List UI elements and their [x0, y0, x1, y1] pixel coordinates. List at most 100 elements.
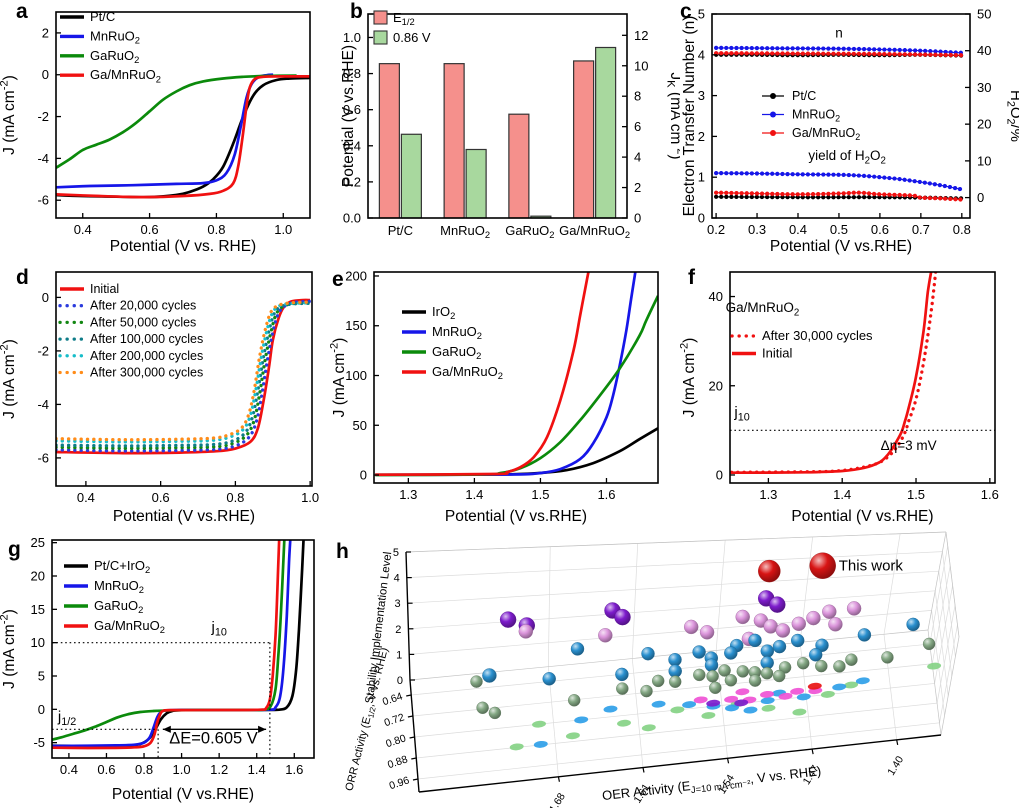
legend-label: 0.86 V: [393, 30, 431, 45]
panel-c: c 0.2 0.3 0.4 0.5 0.6 0.7 0.8 0 1 2 3 4 5 0 10 20 30 40 50…: [680, 0, 1019, 260]
legend-label: Initial: [762, 346, 792, 361]
axes: 0.4 0.6 0.8 1.0 2 0 -2 -4 -6 Potential (V vs. RHE…: [0, 11, 311, 255]
flat-marker: [927, 662, 942, 670]
legend-label: Ga/MnRuO2: [90, 67, 161, 84]
z-tick: 0: [397, 675, 403, 687]
label: 1.0: [343, 30, 361, 45]
x-axis-label: Potential (V vs.RHE): [112, 786, 254, 803]
panel-a-chart: 0.4 0.6 0.8 1.0 2 0 -2 -4 -6 Potential (V vs. RHE…: [0, 9, 311, 255]
sphere-marker: [772, 639, 787, 654]
axes: 0.20.30.40.50.60.70.801234501020304050H2…: [681, 7, 1019, 256]
y-tick: 25: [31, 535, 45, 550]
flat-marker: [734, 699, 749, 707]
legend-label: Pt/C: [792, 89, 816, 103]
annotation-text: j1/2: [57, 708, 76, 728]
bars: Pt/C MnRuO2 GaRuO2 Ga/MnRuO2: [378, 46, 630, 240]
series-Ga/MnRuO_{2}: [56, 75, 310, 199]
legend: Pt/C+IrO2 MnRuO2 GaRuO2 Ga/MnRuO2: [64, 558, 165, 635]
panel-e: e 1.3 1.4 1.5 1.6 0 50 100 150 200 Potential (V v…: [330, 260, 680, 530]
bar-e12-0: [378, 63, 400, 219]
legend-label: GaRuO2: [94, 598, 143, 615]
x-tick: 1.6: [981, 487, 999, 502]
y2-tick: 30: [977, 80, 991, 95]
flat-marker: [778, 692, 793, 700]
y-tick: 5: [698, 7, 705, 22]
z-tick: 2: [395, 624, 401, 636]
sphere-marker: [616, 682, 629, 695]
y-tick: -2: [37, 109, 49, 124]
sphere-marker: [724, 646, 738, 660]
sphere-marker: [773, 669, 786, 683]
y-tick: 15: [31, 602, 45, 617]
x-tick: 1.3: [759, 487, 777, 502]
y-tick: 4: [698, 47, 705, 62]
y-tick: -6: [37, 193, 49, 208]
z-tick: 1: [396, 649, 402, 661]
y-tick: 2: [42, 25, 49, 40]
y-axis-label: J (mA cm-2): [0, 339, 18, 419]
sphere-marker: [758, 559, 781, 583]
y-axis-label: J (mA cm-2): [680, 338, 698, 418]
series-Ga/MnRuO_{2}: [375, 272, 590, 477]
x-tick: 0.8: [226, 490, 244, 505]
x-axis-label: Potential (V vs.RHE): [770, 238, 912, 255]
y-tick: 0: [42, 67, 49, 82]
legend: Pt/C MnRuO2 Ga/MnRuO2: [762, 89, 860, 142]
flat-marker: [651, 700, 666, 708]
y-tick: 200: [345, 268, 367, 283]
sphere-marker: [828, 617, 843, 632]
bar-e12-2: [508, 113, 530, 219]
x-tick: 1.5: [531, 487, 549, 502]
series-After 20,000 cycles: [56, 299, 312, 453]
sphere-marker: [822, 604, 837, 619]
sphere-marker: [748, 633, 762, 648]
annotation-text: j10: [210, 619, 226, 639]
label: 8: [634, 89, 641, 104]
y-tick: 0: [38, 702, 45, 717]
series-MnRuO_{2}: [56, 73, 274, 189]
legend-label: GaRuO2: [432, 344, 481, 361]
series-n Ga/MnRuO_{2}: [714, 51, 964, 58]
annotation-text: Δη=3 mV: [881, 438, 937, 453]
y-tick: 2: [698, 129, 705, 144]
sphere-marker: [598, 628, 613, 643]
x-tick: 1.0: [274, 222, 292, 237]
panel-a-letter: a: [16, 0, 28, 23]
flat-marker: [807, 682, 822, 690]
panel-d-letter: d: [16, 266, 29, 289]
category-label: GaRuO2: [505, 223, 554, 240]
sphere-marker: [669, 675, 682, 688]
x-axis-label: Potential (V vs.RHE): [445, 508, 587, 525]
x-tick: 1.6: [597, 487, 615, 502]
flat-marker: [790, 687, 805, 695]
y-tick: -6: [37, 450, 49, 465]
sphere-marker: [718, 664, 731, 677]
y2-tick: 50: [977, 7, 991, 22]
flat-marker: [574, 716, 589, 724]
x-axis-label: Potential (V vs.RHE): [113, 508, 255, 525]
series-group: [375, 272, 658, 477]
annotation-text: Ga/MnRuO2: [726, 300, 800, 318]
axes: 1.3 1.4 1.5 1.6 0 50 100 150 200 Potential (V vs.…: [330, 268, 659, 525]
oer-axis-label: OER Activity (EJ=10 mA cm⁻², V vs. RHE): [601, 763, 822, 805]
panel-h-letter: h: [336, 540, 349, 563]
label: 0: [634, 211, 641, 226]
y2-tick: 20: [977, 117, 991, 132]
series-Pt/C+IrO_{2}: [52, 540, 305, 748]
label: 2: [634, 180, 641, 195]
sphere-marker: [815, 638, 829, 653]
panel-e-letter: e: [332, 268, 344, 291]
sphere-marker: [614, 608, 631, 626]
sphere-marker: [709, 681, 722, 695]
sphere-marker: [881, 651, 894, 664]
x-tick: 0.2: [707, 222, 725, 237]
bar-jk-1: [465, 148, 487, 219]
y-tick: 0: [42, 290, 49, 305]
flat-marker: [682, 701, 697, 709]
legend-label: Ga/MnRuO2: [94, 618, 165, 635]
panel-c-letter: c: [680, 0, 692, 23]
sphere-marker: [809, 552, 836, 579]
sphere-marker: [760, 667, 774, 680]
sphere-marker: [857, 628, 872, 642]
sphere-marker: [833, 660, 846, 673]
